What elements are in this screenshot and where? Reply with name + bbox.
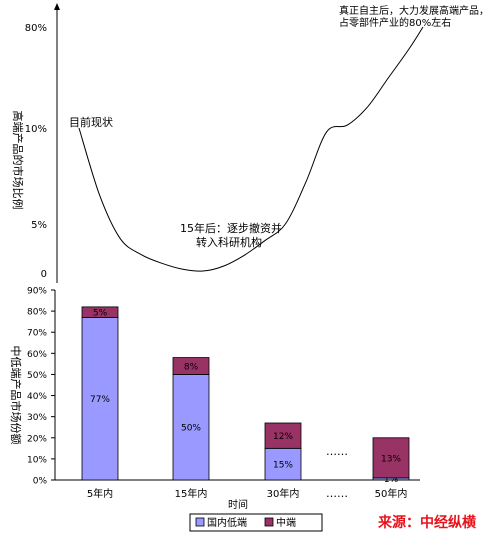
category-label: 15年内 (175, 487, 208, 500)
top-y-tick-label: 80% (25, 23, 47, 34)
bar-value-label: 50% (181, 424, 201, 434)
annotation-top-line2: 占零部件产业的80%左右 (339, 16, 451, 29)
bottom-x-axis-title: 时间 (228, 498, 248, 511)
category-label: 50年内 (375, 487, 408, 500)
bar-mid-0 (81, 306, 119, 318)
bar-low-0 (81, 317, 119, 481)
bottom-y-tick-label: 50% (27, 371, 47, 381)
bottom-y-tick-label: 30% (27, 413, 47, 423)
legend-label-mid: 中端 (276, 516, 296, 529)
bar-value-label: 8% (184, 363, 199, 373)
bar-mid-1 (172, 357, 210, 375)
top-y-axis-title-text: 高端产品的市场比例 (11, 111, 25, 210)
top-y-tick-label: 0 (41, 269, 47, 280)
bottom-y-tick-label: 0% (33, 477, 48, 487)
bar-mid-2 (264, 422, 302, 449)
annotation-mid-line2: 转入科研机构 (196, 235, 262, 249)
top-y-tick-label: 5% (31, 220, 47, 231)
bar-low-2 (264, 447, 302, 481)
bottom-y-tick-label: 40% (27, 392, 47, 402)
bar-low-1 (172, 374, 210, 481)
bar-value-label: 15% (273, 461, 293, 471)
annotation-current: 目前现状 (69, 115, 113, 129)
top-y-tick-label: 10% (25, 124, 47, 135)
top-chart: 80% 10% 5% 0 高端产品的市场比例 目前现状 15年后：逐步撤资并 转入科研… (11, 3, 489, 283)
bottom-y-tick-label: 60% (27, 350, 47, 360)
annotation-top-line1: 真正自主后，大力发展高端产品， (339, 4, 489, 17)
category-label: 30年内 (267, 487, 300, 500)
gap-marker-bottom: …… (326, 487, 348, 500)
annotation-mid-line1: 15年后：逐步撤资并 (180, 221, 282, 235)
top-y-axis-arrow (54, 3, 60, 10)
bottom-y-axis-title-text: 中低端产品市场份额 (9, 346, 23, 445)
bar-mid-3 (372, 437, 410, 479)
bar-value-label: 13% (381, 454, 401, 464)
legend-swatch-low (195, 517, 205, 527)
category-labels: 5年内 15年内 30年内 50年内 (87, 487, 408, 500)
legend-box (189, 513, 323, 532)
source-label: 来源：中经纵横 (378, 515, 476, 531)
top-y-axis-title: 高端产品的市场比例 (11, 111, 25, 210)
bars: 77% 5% 50% 8% 15% 12% 1% 13% (81, 306, 410, 485)
bar-value-label: 5% (93, 309, 108, 319)
bottom-y-tick-label: 10% (27, 455, 47, 465)
bottom-chart: 0% 10% 20% 30% 40% 50% 60% 70% 80% 90% 77% 5% 50% 8%… (9, 287, 420, 532)
bar-value-label: 1% (384, 475, 399, 485)
legend-swatch-mid (264, 517, 274, 527)
bar-value-label: 12% (273, 432, 293, 442)
legend: 国内低端 中端 (189, 513, 323, 532)
bottom-y-tick-label: 70% (27, 329, 47, 339)
legend-label-low: 国内低端 (207, 516, 247, 529)
market-share-curve (78, 26, 424, 272)
bottom-y-tick-labels: 0% 10% 20% 30% 40% 50% 60% 70% 80% 90% (27, 287, 55, 487)
gap-marker-top: …… (326, 445, 348, 458)
bottom-y-axis-title: 中低端产品市场份额 (9, 346, 23, 445)
top-y-tick-labels: 80% 10% 5% 0 (25, 23, 47, 280)
bottom-y-tick-label: 90% (27, 287, 47, 297)
category-label: 5年内 (87, 487, 113, 500)
bottom-y-tick-label: 20% (27, 434, 47, 444)
bottom-y-tick-label: 80% (27, 308, 47, 318)
bar-value-label: 77% (90, 395, 110, 405)
